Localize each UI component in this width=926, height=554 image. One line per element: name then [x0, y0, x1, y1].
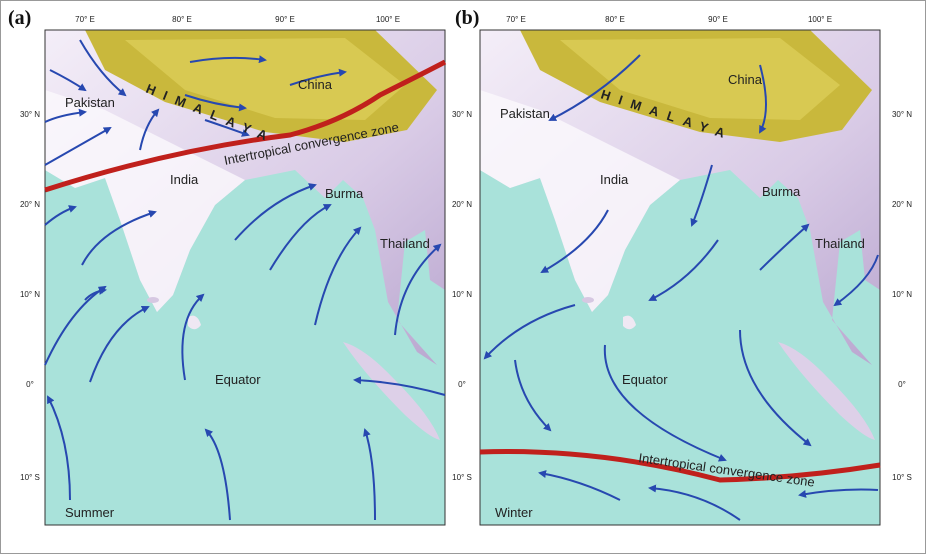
place-name: Burma: [762, 184, 801, 199]
place-name: Burma: [325, 186, 364, 201]
wind-arrow: [79, 39, 127, 97]
panel-a: (a) 70° E 80° E 90° E 100° E 30° N 20° N…: [8, 7, 472, 526]
lon-label: 80° E: [172, 15, 192, 24]
wind-arrow: [47, 395, 71, 501]
wind-arrow: [44, 127, 112, 166]
lat-label: 10° N: [892, 290, 912, 299]
wind-arrow: [204, 119, 250, 137]
lat-label: 20° N: [20, 200, 40, 209]
itcz-line: [479, 449, 881, 483]
panel-b: (b) 70° E 80° E 90° E 100° E 30° N 20° N…: [455, 7, 912, 526]
wind-arrow: [289, 68, 347, 86]
lat-label: 30° N: [452, 110, 472, 119]
wind-arrow: [81, 210, 157, 266]
wind-arrow: [139, 108, 160, 151]
wind-arrow: [648, 484, 741, 521]
wind-arrow: [603, 344, 727, 462]
wind-arrow: [833, 254, 879, 307]
wind-arrow: [184, 94, 247, 112]
wind-arrow: [483, 304, 576, 360]
lat-label: 30° N: [20, 110, 40, 119]
wind-arrow: [44, 205, 77, 226]
lat-label: 30° N: [892, 110, 912, 119]
wind-arrows: [44, 39, 446, 521]
place-name: China: [298, 77, 333, 92]
wind-arrow: [181, 293, 205, 381]
lon-label: 100° E: [808, 15, 832, 24]
wind-arrow: [739, 329, 812, 447]
wind-arrow: [798, 488, 879, 498]
lon-label: 70° E: [506, 15, 526, 24]
wind-arrow: [648, 239, 719, 301]
panel-label: (b): [455, 7, 479, 29]
place-name: India: [600, 172, 629, 187]
lon-label: 90° E: [708, 15, 728, 24]
wind-arrow: [514, 359, 552, 432]
lat-label: 10° S: [452, 473, 472, 482]
wind-arrow: [363, 428, 376, 521]
lat-label: 10° N: [20, 290, 40, 299]
lat-label: 10° S: [20, 473, 40, 482]
place-name: India: [170, 172, 199, 187]
wind-arrow: [204, 428, 231, 521]
wind-arrow: [49, 69, 87, 92]
wind-arrow: [540, 209, 609, 273]
place-name: China: [728, 72, 763, 87]
itcz-line: [44, 59, 447, 193]
wind-arrow: [759, 223, 810, 271]
place-name: Equator: [622, 372, 668, 387]
wind-arrow: [189, 55, 267, 64]
wind-arrow: [394, 243, 442, 336]
wind-arrow: [353, 376, 446, 396]
panel-border: [479, 29, 881, 526]
wind-arrow: [269, 204, 332, 271]
lat-label: 0°: [458, 380, 466, 389]
wind-arrow: [89, 305, 150, 383]
lon-label: 70° E: [75, 15, 95, 24]
lon-label: 100° E: [376, 15, 400, 24]
place-name: Equator: [215, 372, 261, 387]
lat-label: 10° N: [452, 290, 472, 299]
lon-label: 90° E: [275, 15, 295, 24]
wind-arrow: [759, 64, 767, 134]
place-name: Thailand: [380, 236, 430, 251]
wind-arrow: [548, 54, 641, 121]
season-label: Winter: [495, 505, 533, 520]
place-name: Pakistan: [65, 95, 115, 110]
lat-label: 0°: [898, 380, 906, 389]
place-name: Thailand: [815, 236, 865, 251]
lat-label: 10° S: [892, 473, 912, 482]
panel-label: (a): [8, 7, 31, 29]
wind-arrow: [314, 226, 362, 326]
season-label: Summer: [65, 505, 115, 520]
wind-arrow: [538, 470, 621, 501]
lat-label: 20° N: [892, 200, 912, 209]
wind-arrow: [44, 108, 87, 123]
lon-label: 80° E: [605, 15, 625, 24]
wind-arrows: [483, 54, 879, 521]
panel-border: [44, 29, 446, 526]
lat-label: 0°: [26, 380, 34, 389]
place-name: Pakistan: [500, 106, 550, 121]
wind-arrow: [234, 183, 317, 241]
wind-arrow: [44, 285, 107, 366]
wind-arrow: [690, 164, 713, 227]
lat-label: 20° N: [452, 200, 472, 209]
